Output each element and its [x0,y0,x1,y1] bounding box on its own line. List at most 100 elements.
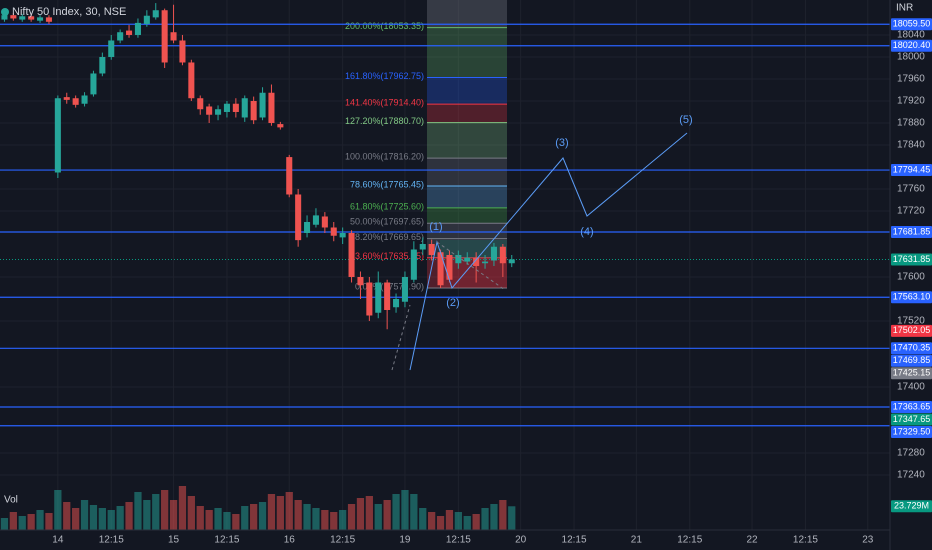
volume-bar [187,496,195,530]
candle-body [37,17,44,21]
volume-bar [258,502,267,530]
elliott-wave [409,132,688,371]
volume-bar [401,490,409,530]
price-box [891,253,932,266]
fib-label: 50.00%(17697.65) [350,217,424,227]
currency: INR [896,3,913,14]
volume-bar [276,496,284,530]
fib-band [427,77,507,105]
x-tick-label: 14 [52,535,64,546]
candle-body [455,254,462,264]
price-box-label: 17329.50 [893,426,931,436]
price-box-label: 17347.65 [893,414,931,424]
volume-bar [18,516,26,530]
candle-body [259,92,266,118]
y-tick-label: 17280 [897,448,925,459]
volume-bar [347,504,356,530]
fib-label: 38.20%(17669.65) [350,232,424,242]
y-tick-label: 17880 [897,118,925,129]
fib-label: 161.80%(17962.75) [345,71,424,81]
x-tick-label: 12:15 [330,535,355,546]
volume-bar [36,510,44,530]
price-box-label: 17470.35 [893,343,931,353]
candle-body [393,298,400,308]
wave-label: (4) [580,226,593,238]
x-tick-label: 12:15 [99,535,124,546]
x-tick-label: 12:15 [562,535,587,546]
fib-band [427,122,507,159]
volume-bar [161,490,169,530]
candle-body [232,103,239,112]
x-tick-label: 16 [284,535,296,546]
volume-bar [303,504,311,530]
wave-label: (5) [679,114,692,126]
price-box [891,400,932,413]
candle-body [410,249,417,280]
candle-body [10,15,17,19]
candle-body [90,73,97,95]
price-box-label: 17681.85 [893,226,931,236]
grid [0,0,890,530]
volume-bar [116,506,124,530]
price-box-label: 17631.85 [893,254,931,264]
candle-body [330,227,337,236]
volume-bar [9,512,17,530]
price-box [891,164,932,177]
x-tick-label: 12:15 [446,535,471,546]
candle-body [99,56,106,74]
annotations: Vol (1) (2) (3) (4) (5) [4,114,693,506]
candle-body [348,232,355,277]
y-tick-label: 17960 [897,74,925,85]
fib-band [427,223,507,239]
volume-bar [98,508,106,530]
fib-band [427,158,507,186]
candle-body [286,157,293,195]
candle-body [45,17,52,22]
price-box-label: 17469.85 [893,355,931,365]
x-tick-label: 12:15 [793,535,818,546]
volume-bar [107,510,115,530]
candle-body [268,92,275,123]
volume-box [891,500,932,513]
candle-body [223,103,230,112]
y-tick-label: 17720 [897,206,925,217]
candle-body [375,282,382,313]
candle-body [197,98,204,110]
price-box [891,354,932,367]
y-tick-label: 17920 [897,96,925,107]
candle-body [482,261,489,264]
candle-body [152,10,159,18]
volume-bar [410,494,418,530]
candle-body [19,16,26,20]
price-box [891,324,932,337]
fib-label: 200.00%(18053.35) [345,21,424,31]
candle-body [490,246,497,261]
dashed-line [436,241,506,291]
volume-bar [481,508,489,530]
volume [0,486,516,530]
horizontal-lines [0,23,890,427]
position-profit [440,240,507,258]
candle-body [464,257,471,262]
volume-bar [356,498,365,530]
volume-bar [383,500,391,530]
status-icon [1,8,9,16]
fibonacci: 200.00%(18053.35) 161.80%(17962.75) 141.40… [345,0,507,291]
candle-body [419,243,426,250]
fib-label: 78.60%(17765.45) [350,179,424,189]
price-box [891,291,932,304]
volume-box-label: 23.729M [894,501,929,511]
volume-bar [80,500,89,530]
volume-bar [490,504,498,530]
price-box-label: 17502.05 [893,325,931,335]
volume-bar [365,496,373,530]
volume-bar [285,492,293,530]
price-box-label: 17563.10 [893,292,931,302]
candle-body [241,98,248,118]
candle-body [312,215,319,225]
price-box [891,413,932,426]
volume-bar [143,500,151,530]
volume-bar [454,512,462,530]
fib-band [427,207,507,224]
